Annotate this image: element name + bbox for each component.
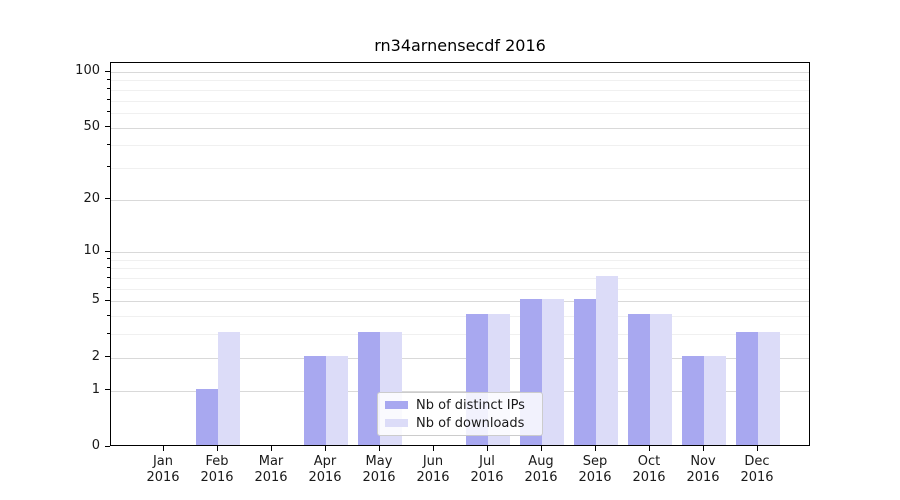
- x-tick-label-mar: Mar 2016: [254, 454, 288, 485]
- y-tick-5: [105, 299, 110, 301]
- x-tick-label-sep: Sep 2016: [578, 454, 612, 485]
- y-minor-tick-30: [107, 166, 110, 168]
- x-tick-label-jul: Jul 2016: [470, 454, 504, 485]
- y-minor-tick-40: [107, 143, 110, 145]
- y-tick-50: [105, 126, 110, 128]
- bar-distinct-ips-dec: [736, 332, 758, 445]
- gridline-minor-40: [111, 145, 809, 147]
- gridline-minor-60: [111, 112, 809, 114]
- legend-entry-downloads: Nb of downloads: [385, 416, 535, 431]
- gridline-minor-8: [111, 268, 809, 270]
- gridline-major-20: [111, 199, 809, 201]
- gridline-major-1: [111, 390, 809, 392]
- gridline-major-50: [111, 127, 809, 129]
- bar-distinct-ips-apr: [304, 355, 326, 445]
- y-tick-20: [105, 198, 110, 200]
- x-tick-label-may: May 2016: [362, 454, 396, 485]
- x-tick-may: [378, 446, 380, 451]
- y-minor-tick-70: [107, 99, 110, 101]
- x-tick-jul: [486, 446, 488, 451]
- y-tick-100: [105, 70, 110, 72]
- y-tick-2: [105, 356, 110, 358]
- bar-downloads-nov: [704, 355, 726, 445]
- x-tick-nov: [702, 446, 704, 451]
- bar-downloads-dec: [758, 332, 780, 445]
- y-minor-tick-8: [107, 266, 110, 268]
- y-minor-tick-60: [107, 111, 110, 113]
- bar-downloads-apr: [326, 355, 348, 445]
- y-minor-tick-9: [107, 258, 110, 260]
- gridline-minor-3: [111, 334, 809, 336]
- x-tick-label-oct: Oct 2016: [632, 454, 666, 485]
- y-minor-tick-4: [107, 314, 110, 316]
- bar-distinct-ips-nov: [682, 355, 704, 445]
- gridline-minor-4: [111, 316, 809, 318]
- x-tick-jan: [162, 446, 164, 451]
- gridline-minor-90: [111, 80, 809, 82]
- plot-area: [110, 62, 810, 446]
- gridline-minor-80: [111, 89, 809, 91]
- bar-distinct-ips-sep: [574, 299, 596, 445]
- y-tick-label-10: 10: [83, 243, 100, 259]
- legend-entry-distinct-ips: Nb of distinct IPs: [385, 398, 535, 413]
- bar-downloads-oct: [650, 314, 672, 445]
- x-tick-label-feb: Feb 2016: [200, 454, 234, 485]
- bar-distinct-ips-oct: [628, 314, 650, 445]
- y-tick-label-5: 5: [91, 292, 100, 308]
- bar-downloads-feb: [218, 332, 240, 445]
- grid-layer: [111, 63, 809, 445]
- chart-title: rn34arnensecdf 2016: [374, 36, 546, 55]
- gridline-minor-9: [111, 259, 809, 261]
- x-tick-feb: [216, 446, 218, 451]
- y-tick-label-50: 50: [83, 118, 100, 134]
- gridline-minor-7: [111, 278, 809, 280]
- bar-distinct-ips-feb: [196, 388, 218, 445]
- gridline-major-100: [111, 72, 809, 73]
- x-tick-oct: [648, 446, 650, 451]
- y-tick-label-100: 100: [75, 63, 100, 78]
- gridline-minor-30: [111, 167, 809, 169]
- x-tick-label-dec: Dec 2016: [740, 454, 774, 485]
- x-tick-sep: [594, 446, 596, 451]
- y-tick-label-0: 0: [91, 438, 100, 453]
- gridline-major-10: [111, 252, 809, 254]
- x-tick-dec: [756, 446, 758, 451]
- x-tick-apr: [324, 446, 326, 451]
- legend: Nb of distinct IPs Nb of downloads: [377, 392, 543, 436]
- y-minor-tick-80: [107, 88, 110, 90]
- gridline-major-2: [111, 357, 809, 359]
- x-tick-label-nov: Nov 2016: [686, 454, 720, 485]
- x-tick-label-jun: Jun 2016: [416, 454, 450, 485]
- y-minor-tick-90: [107, 78, 110, 80]
- bar-downloads-sep: [596, 276, 618, 445]
- x-tick-mar: [270, 446, 272, 451]
- y-tick-label-2: 2: [91, 348, 100, 364]
- legend-swatch-distinct-ips-icon: [385, 401, 408, 409]
- y-tick-10: [105, 250, 110, 252]
- gridline-minor-6: [111, 288, 809, 290]
- bar-downloads-aug: [542, 299, 564, 445]
- x-tick-jun: [432, 446, 434, 451]
- y-tick-1: [105, 389, 110, 391]
- y-minor-tick-3: [107, 332, 110, 334]
- legend-swatch-downloads-icon: [385, 419, 408, 427]
- y-tick-0: [105, 445, 110, 447]
- x-tick-label-aug: Aug 2016: [524, 454, 558, 485]
- y-tick-label-20: 20: [83, 190, 100, 206]
- bar-distinct-ips-may: [358, 332, 380, 445]
- legend-label-distinct-ips: Nb of distinct IPs: [416, 397, 525, 413]
- x-tick-label-jan: Jan 2016: [146, 454, 180, 485]
- legend-label-downloads: Nb of downloads: [416, 415, 525, 431]
- x-tick-label-apr: Apr 2016: [308, 454, 342, 485]
- y-tick-label-1: 1: [91, 381, 100, 397]
- y-minor-tick-7: [107, 276, 110, 278]
- y-minor-tick-6: [107, 287, 110, 289]
- gridline-major-5: [111, 301, 809, 303]
- bars-layer: [111, 63, 809, 445]
- x-tick-aug: [540, 446, 542, 451]
- gridline-minor-70: [111, 100, 809, 102]
